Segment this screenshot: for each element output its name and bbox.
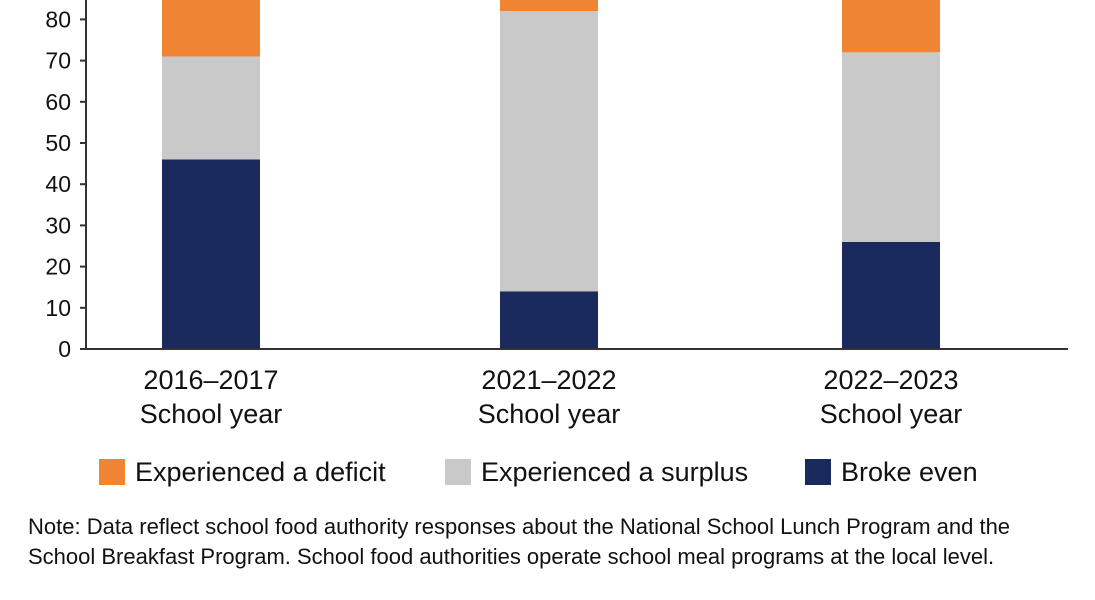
- y-tick-label-60: 60: [45, 89, 71, 115]
- y-tick-label-40: 40: [45, 171, 71, 197]
- legend-swatch-surplus: [445, 459, 471, 485]
- legend-label-deficit: Experienced a deficit: [135, 456, 386, 487]
- y-tick-label-0: 0: [58, 336, 71, 362]
- y-tick-label-30: 30: [45, 212, 71, 238]
- x-category-label-0-line-1: School year: [140, 399, 283, 429]
- y-tick-label-80: 80: [45, 6, 71, 32]
- bar-experienced-a-surplus-1: [500, 11, 598, 292]
- bar-experienced-a-surplus-0: [162, 56, 260, 160]
- legend-label-surplus: Experienced a surplus: [481, 456, 749, 487]
- bar-broke-even-2: [842, 241, 940, 349]
- chart-note: Note: Data reflect school food authority…: [28, 514, 1011, 569]
- x-category-label-0-line-0: 2016–2017: [143, 365, 278, 395]
- legend-item-surplus: Experienced a surplus: [445, 452, 748, 492]
- x-category-label-2-line-1: School year: [820, 399, 963, 429]
- bar-broke-even-0: [162, 159, 260, 349]
- x-category-label-1-line-0: 2021–2022: [481, 365, 616, 395]
- legend-item-deficit: Experienced a deficit: [99, 452, 386, 492]
- x-axis-labels: 2016–2017 School year 2021–2022 School year…: [140, 365, 963, 429]
- y-tick-label-50: 50: [45, 130, 71, 156]
- legend-swatch-deficit: [99, 459, 125, 485]
- x-category-label-2-line-0: 2022–2023: [823, 365, 958, 395]
- y-tick-label-20: 20: [45, 254, 71, 280]
- bar-experienced-a-surplus-2: [842, 52, 940, 242]
- bar-experienced-a-deficit-0: [162, 0, 260, 57]
- bar-experienced-a-deficit-2: [842, 0, 940, 53]
- bars-group: [162, 0, 940, 349]
- legend-label-broke-even: Broke even: [841, 456, 978, 487]
- legend-swatch-broke-even: [805, 459, 831, 485]
- legend: Experienced a deficit Experienced a surp…: [0, 452, 1095, 492]
- bar-broke-even-1: [500, 291, 598, 349]
- legend-item-broke-even: Broke even: [805, 452, 978, 492]
- y-tick-label-70: 70: [45, 48, 71, 74]
- y-axis-ticks: 0 10 20 30 40 50 60 70 80: [45, 6, 86, 362]
- y-tick-label-10: 10: [45, 295, 71, 321]
- bar-experienced-a-deficit-1: [500, 0, 598, 12]
- x-category-label-1-line-1: School year: [478, 399, 621, 429]
